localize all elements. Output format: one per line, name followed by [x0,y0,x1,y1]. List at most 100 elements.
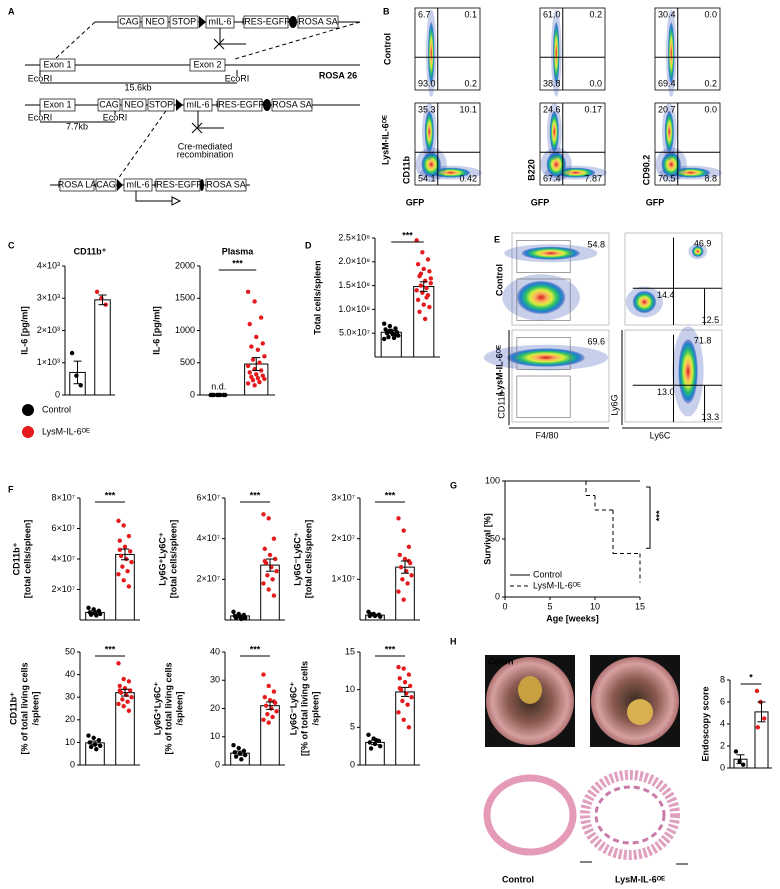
data-point [427,304,432,310]
gate [516,278,571,321]
data-point [254,372,259,377]
data-point [125,699,130,704]
data-point [129,559,134,565]
data-point [236,745,241,751]
construct-label: mIL-6 [208,16,231,26]
site-label: EcoRI [28,73,53,83]
x-tick-label: 10 [590,601,600,611]
construct-label: ROSA SA [272,99,312,109]
bar [413,286,435,358]
y-tick-label: 6×10⁷ [196,492,220,502]
data-point [243,752,248,758]
quadrant-value: 93.0 [418,78,436,88]
data-point [87,740,92,745]
construct-label: ROSA LA [58,179,97,189]
panel-label: D [305,240,312,250]
construct-label: STOP [149,99,173,109]
y-tick-label: 0 [215,759,220,769]
construct-box [141,15,169,29]
data-point [409,573,414,578]
y-tick-label: 2 [720,740,725,750]
density [428,21,435,85]
y-tick-label: 4×10⁷ [196,533,220,543]
x-axis-label: F4/80 [535,430,558,440]
bar [260,705,280,766]
data-point [126,679,132,684]
gate-value: 14.4 [657,290,675,300]
data-point [96,737,102,743]
histology-control [483,774,577,856]
construct-label: IRES-EGFP [216,99,265,109]
construct-box [205,178,247,192]
y-axis-label: /spleen] [30,691,40,725]
y-tick-label: 10 [210,731,220,741]
density [671,167,711,178]
data-point [427,269,432,274]
construct-box [205,15,235,29]
gate-value: 46.9 [694,238,712,248]
y-tick-label: 0 [70,759,75,769]
data-point [420,250,425,255]
y-tick-label: 2×10⁷ [196,574,220,584]
data-point [401,528,406,533]
quadrant-value: 35.3 [418,104,436,114]
significance: *** [232,258,243,268]
data-point [128,688,133,693]
data-point [397,676,402,681]
legend-marker [22,426,34,438]
data-point [233,615,239,621]
data-point [415,261,421,267]
quadrant-value: 0.2 [589,9,602,19]
histology-lysm [580,770,680,860]
data-point [86,733,91,738]
quadrant-value: 8.8 [704,173,717,183]
y-tick-label: 2×10⁷ [51,584,75,594]
density [546,152,566,177]
data-point [121,676,126,682]
data-point [78,383,83,388]
y-tick-label: 30 [210,675,220,685]
gate [516,375,571,418]
data-point [368,746,374,751]
construct-box [117,15,141,29]
density [661,152,681,177]
y-axis-label: Endoscopy score [700,686,710,761]
y-axis-label: IL-6 [pg/ml] [19,306,29,355]
y-tick-label: 3×10³ [37,293,60,303]
endoscopy-images [483,655,688,865]
quadrant-value: 30.4 [658,9,676,19]
data-point [265,711,270,717]
y-tick-label: 50 [65,646,75,656]
data-point [116,661,121,666]
row-label: Control [494,264,504,296]
data-point [422,316,428,322]
cross [191,122,203,134]
data-point [418,271,424,276]
data-point [257,379,262,385]
y-axis-label: [% of total living cells [19,662,29,754]
data-point [121,704,126,709]
data-point [415,297,421,303]
construct-label: CAG [96,179,116,189]
data-point [398,564,404,570]
data-point [231,743,236,748]
y-tick-label: 500 [180,357,195,367]
data-point [262,695,267,700]
data-point [260,341,265,346]
data-point [118,553,124,559]
density [553,21,560,85]
y-tick-label: 10 [65,737,75,747]
data-point [414,288,419,293]
data-point [366,732,371,738]
element [289,16,297,28]
data-point [273,556,278,562]
data-point [250,357,256,362]
data-point [249,344,254,349]
data-point [733,749,739,754]
data-point [261,512,266,517]
data-point [126,584,132,589]
construct-box [97,98,121,112]
data-point [396,516,401,521]
y-tick-label: 6 [720,696,725,706]
significance: *** [654,510,664,521]
